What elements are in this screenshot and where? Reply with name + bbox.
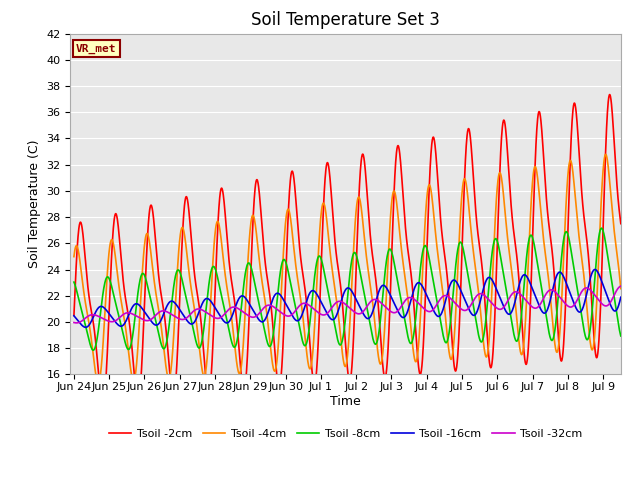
Tsoil -8cm: [90, 348, 97, 353]
Tsoil -8cm: [336, 342, 344, 348]
Title: Soil Temperature Set 3: Soil Temperature Set 3: [251, 11, 440, 29]
Tsoil -2cm: [98, 400, 106, 406]
Tsoil -16cm: [602, 288, 609, 294]
Tsoil -4cm: [617, 286, 625, 291]
Tsoil -2cm: [336, 279, 344, 285]
Tsoil -2cm: [70, 312, 78, 318]
Tsoil -16cm: [591, 266, 599, 272]
Line: Tsoil -2cm: Tsoil -2cm: [74, 95, 621, 404]
Tsoil -8cm: [322, 276, 330, 282]
Tsoil -32cm: [99, 315, 106, 321]
Tsoil -16cm: [501, 306, 509, 312]
Tsoil -2cm: [602, 159, 609, 165]
Tsoil -32cm: [602, 303, 609, 309]
Tsoil -8cm: [598, 225, 605, 231]
Tsoil -4cm: [336, 329, 344, 335]
Tsoil -32cm: [617, 283, 625, 289]
Tsoil -4cm: [602, 152, 609, 158]
Tsoil -8cm: [617, 333, 625, 339]
Tsoil -4cm: [322, 208, 330, 214]
Tsoil -32cm: [322, 312, 330, 317]
Tsoil -2cm: [601, 168, 609, 173]
Tsoil -2cm: [322, 169, 330, 175]
Tsoil -32cm: [70, 320, 78, 325]
Tsoil -4cm: [99, 354, 106, 360]
Tsoil -4cm: [501, 206, 509, 212]
Tsoil -2cm: [605, 92, 613, 97]
Tsoil -16cm: [322, 308, 330, 313]
Tsoil -2cm: [617, 221, 625, 227]
Tsoil -16cm: [602, 288, 609, 294]
Tsoil -32cm: [336, 299, 344, 304]
Legend: Tsoil -2cm, Tsoil -4cm, Tsoil -8cm, Tsoil -16cm, Tsoil -32cm: Tsoil -2cm, Tsoil -4cm, Tsoil -8cm, Tsoi…: [104, 424, 587, 443]
Tsoil -2cm: [501, 120, 509, 126]
X-axis label: Time: Time: [330, 395, 361, 408]
Tsoil -16cm: [99, 304, 106, 310]
Y-axis label: Soil Temperature (C): Soil Temperature (C): [28, 140, 41, 268]
Line: Tsoil -16cm: Tsoil -16cm: [74, 269, 621, 327]
Line: Tsoil -4cm: Tsoil -4cm: [74, 155, 621, 383]
Line: Tsoil -32cm: Tsoil -32cm: [74, 286, 621, 323]
Tsoil -16cm: [336, 302, 344, 308]
Line: Tsoil -8cm: Tsoil -8cm: [74, 228, 621, 350]
Tsoil -4cm: [601, 153, 609, 158]
Tsoil -32cm: [601, 303, 609, 309]
Tsoil -16cm: [82, 324, 90, 330]
Tsoil -16cm: [70, 313, 78, 319]
Tsoil -2cm: [99, 401, 106, 407]
Tsoil -8cm: [602, 238, 609, 243]
Tsoil -32cm: [72, 320, 80, 326]
Tsoil -8cm: [99, 297, 106, 303]
Tsoil -8cm: [70, 279, 78, 285]
Tsoil -4cm: [95, 380, 102, 386]
Tsoil -16cm: [617, 294, 625, 300]
Tsoil -32cm: [501, 303, 509, 309]
Tsoil -4cm: [602, 152, 609, 157]
Tsoil -4cm: [70, 254, 78, 260]
Tsoil -8cm: [602, 240, 609, 245]
Tsoil -8cm: [501, 279, 509, 285]
Text: VR_met: VR_met: [76, 44, 116, 54]
